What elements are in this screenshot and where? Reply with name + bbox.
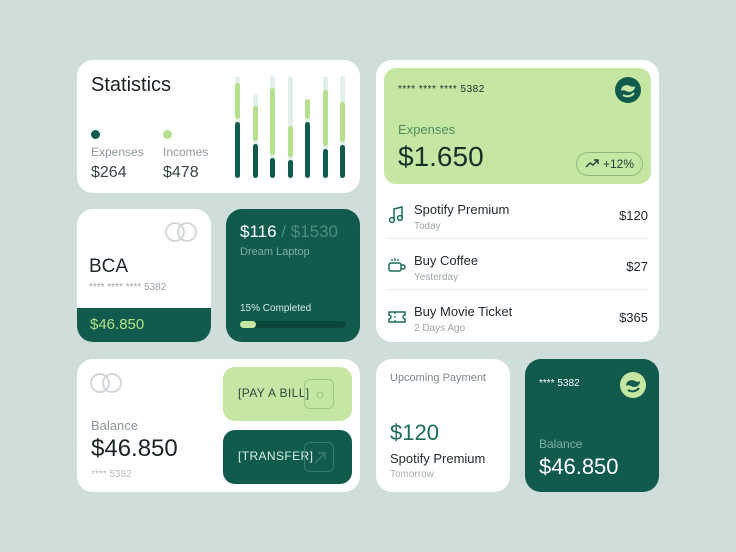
trend-value: +12% [602,157,634,171]
balance-label: Balance [91,418,138,433]
transaction-name: Spotify Premium [414,202,510,217]
card-number: **** **** **** 5382 [398,84,485,95]
statistics-bar [287,76,293,178]
expense-segment [235,121,240,178]
trend-badge: +12% [575,152,643,176]
expenses-legend: Expenses $264 [91,130,144,182]
brand-logo-icon [615,77,641,103]
expenses-value: $264 [91,164,127,181]
income-segment [305,98,310,119]
bank-name: BCA [89,256,129,277]
income-segment [270,88,275,155]
bca-balance: $46.850 [90,316,145,333]
goal-progress-fill [240,321,256,328]
trend-up-icon [585,157,599,171]
divider [386,289,648,290]
transaction-row[interactable]: Spotify Premium Today $120 [386,196,648,246]
transaction-name: Buy Coffee [414,253,479,268]
statistics-bar [252,94,258,178]
statistics-bar [305,98,310,178]
arrow-up-right-icon [304,442,334,472]
expense-segment [287,159,293,178]
expenses-label: Expenses [91,145,144,159]
statistics-bar [322,76,328,178]
ticket-icon [386,306,408,328]
income-segment [252,105,258,142]
card-number: **** 5382 [91,469,132,480]
card-number: **** **** **** 5382 [89,282,167,293]
incomes-label: Incomes [163,145,209,159]
expense-card: **** **** **** 5382 Expenses $1.650 +12%… [376,60,659,342]
transaction-amount: $27 [626,259,648,274]
incomes-dot-icon [163,130,172,139]
bca-card[interactable]: BCA **** **** **** 5382 $46.850 [77,209,211,342]
statistics-bar-chart [235,76,347,178]
income-segment [287,126,293,157]
transaction-date: Today [414,221,441,232]
savings-goal-card[interactable]: $116 / $1530 Dream Laptop 15% Completed [226,209,360,342]
expenses-amount: $1.650 [398,141,484,172]
music-note-icon [386,204,408,226]
bca-balance-bar: $46.850 [77,308,211,342]
goal-amounts: $116 / $1530 [240,222,338,242]
upcoming-payment-card[interactable]: Upcoming Payment $120 Spotify Premium To… [376,359,510,492]
transaction-amount: $365 [619,310,648,325]
coffee-cup-icon [386,255,408,277]
incomes-value: $478 [163,164,199,181]
statistics-title: Statistics [91,74,172,96]
goal-progress-label: 15% Completed [240,303,312,314]
transaction-date: 2 Days Ago [414,323,466,334]
goal-name: Dream Laptop [240,246,310,258]
card-network-icon [165,222,199,244]
goal-target: $1530 [290,222,339,241]
pay-bill-button[interactable]: [PAY A BILL] [223,367,352,421]
balance-card[interactable]: **** 5382 Balance $46.850 [525,359,659,492]
brand-logo-icon [620,372,646,398]
incomes-legend: Incomes $478 [163,130,208,182]
transaction-amount: $120 [619,208,648,223]
upcoming-amount: $120 [390,420,439,445]
income-segment [235,83,240,119]
statistics-bar [340,76,345,178]
upcoming-when: Tomorrow [390,469,434,480]
statistics-bar [270,76,275,178]
income-segment [322,90,328,147]
transaction-date: Yesterday [414,272,459,283]
statistics-card: Statistics Expenses $264 Incomes $478 [77,60,360,193]
card-number: **** 5382 [539,378,580,389]
expenses-dot-icon [91,130,100,139]
balance-actions-card: Balance $46.850 **** 5382 [PAY A BILL] [… [77,359,360,492]
statistics-bar [235,76,240,178]
transaction-row[interactable]: Buy Coffee Yesterday $27 [386,247,648,297]
transaction-name: Buy Movie Ticket [414,304,513,319]
receipt-icon [304,379,334,409]
goal-current: $116 [240,222,277,241]
balance-amount: $46.850 [539,454,619,479]
balance-label: Balance [539,437,583,451]
card-network-icon [90,373,124,395]
expense-segment [305,121,310,178]
income-segment [340,101,345,143]
expense-summary[interactable]: **** **** **** 5382 Expenses $1.650 +12% [384,68,651,184]
transaction-row[interactable]: Buy Movie Ticket 2 Days Ago $365 [386,298,648,342]
goal-progress-bar [240,321,346,328]
goal-separator: / [276,222,291,241]
upcoming-name: Spotify Premium [390,451,486,466]
expense-segment [252,144,258,178]
expense-segment [270,157,275,178]
expenses-label: Expenses [398,122,456,137]
expense-segment [340,145,345,178]
expense-segment [322,149,328,178]
pay-bill-label: [PAY A BILL] [238,386,310,400]
transfer-label: [TRANSFER] [238,449,314,463]
divider [386,238,648,239]
transfer-button[interactable]: [TRANSFER] [223,430,352,484]
balance-amount: $46.850 [91,435,178,462]
upcoming-label: Upcoming Payment [390,372,486,384]
